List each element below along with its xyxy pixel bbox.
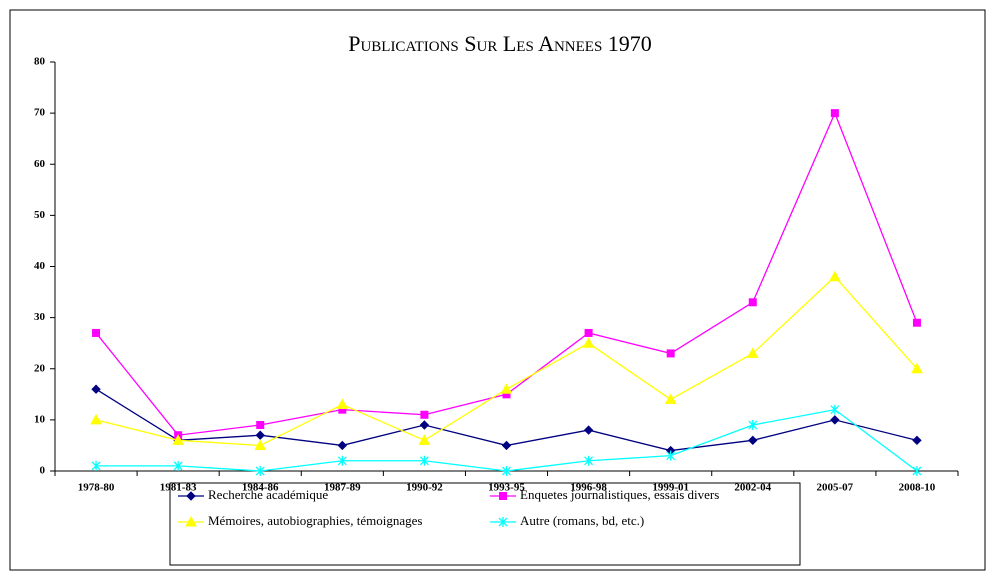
marker — [500, 383, 513, 394]
y-tick-label: 20 — [34, 362, 46, 374]
marker — [912, 466, 922, 476]
marker — [912, 318, 921, 327]
marker — [255, 430, 265, 440]
marker — [584, 328, 593, 337]
legend-label: Autre (romans, bd, etc.) — [520, 513, 644, 528]
marker — [746, 347, 759, 358]
marker — [502, 466, 511, 476]
marker — [582, 337, 595, 348]
marker — [911, 362, 923, 374]
marker — [912, 435, 922, 446]
marker — [664, 393, 677, 404]
marker — [92, 328, 101, 337]
marker — [337, 455, 347, 466]
x-tick-label: 1993-95 — [488, 482, 525, 494]
marker — [830, 109, 839, 118]
legend-label: Mémoires, autobiographies, témoignages — [208, 513, 422, 528]
marker — [336, 398, 349, 410]
marker — [419, 420, 430, 430]
marker — [830, 404, 840, 415]
marker — [584, 455, 594, 466]
marker — [337, 440, 348, 451]
marker — [418, 434, 431, 445]
x-tick-label: 2008-10 — [899, 482, 936, 494]
x-tick-label: 1978-80 — [78, 482, 115, 494]
x-tick-label: 2002-04 — [734, 482, 771, 494]
marker — [501, 440, 512, 451]
marker — [254, 439, 267, 450]
marker — [256, 420, 265, 429]
marker — [666, 450, 676, 461]
legend-label: Recherche académique — [208, 487, 328, 502]
x-tick-label: 1987-89 — [324, 482, 361, 494]
marker — [419, 455, 429, 466]
legend-marker — [499, 492, 507, 500]
x-tick-label: 2005-07 — [817, 482, 854, 494]
y-tick-label: 30 — [34, 311, 46, 323]
x-tick-label: 1990-92 — [406, 482, 443, 494]
y-tick-label: 0 — [40, 465, 46, 477]
y-tick-label: 60 — [34, 158, 46, 170]
legend-box — [169, 482, 801, 566]
x-tick-label: 1984-86 — [242, 482, 279, 494]
chart-title: Publications Sur Les Annees 1970 — [348, 31, 652, 56]
marker — [255, 466, 265, 476]
y-tick-label: 80 — [34, 56, 46, 68]
legend-marker — [186, 491, 196, 501]
marker — [666, 349, 675, 358]
marker — [91, 384, 101, 394]
marker — [172, 434, 184, 445]
y-tick-label: 10 — [34, 413, 46, 425]
legend-marker — [185, 515, 197, 527]
marker — [91, 460, 101, 471]
legend-marker — [498, 517, 508, 527]
marker — [748, 298, 757, 307]
marker — [830, 415, 840, 425]
legend-label: Enquetes journalistiques, essais divers — [520, 487, 719, 502]
x-tick-label: 1981-83 — [160, 482, 197, 494]
marker — [420, 410, 429, 419]
marker — [583, 425, 594, 435]
y-tick-label: 70 — [34, 107, 46, 119]
x-tick-label: 1999-01 — [652, 482, 689, 494]
marker — [748, 419, 758, 430]
y-tick-label: 50 — [34, 209, 46, 221]
marker — [748, 435, 758, 446]
marker — [90, 413, 102, 425]
y-tick-label: 40 — [34, 260, 46, 272]
x-tick-label: 1996-98 — [570, 482, 607, 494]
marker — [829, 270, 841, 282]
chart-frame — [9, 9, 986, 571]
marker — [173, 460, 183, 471]
